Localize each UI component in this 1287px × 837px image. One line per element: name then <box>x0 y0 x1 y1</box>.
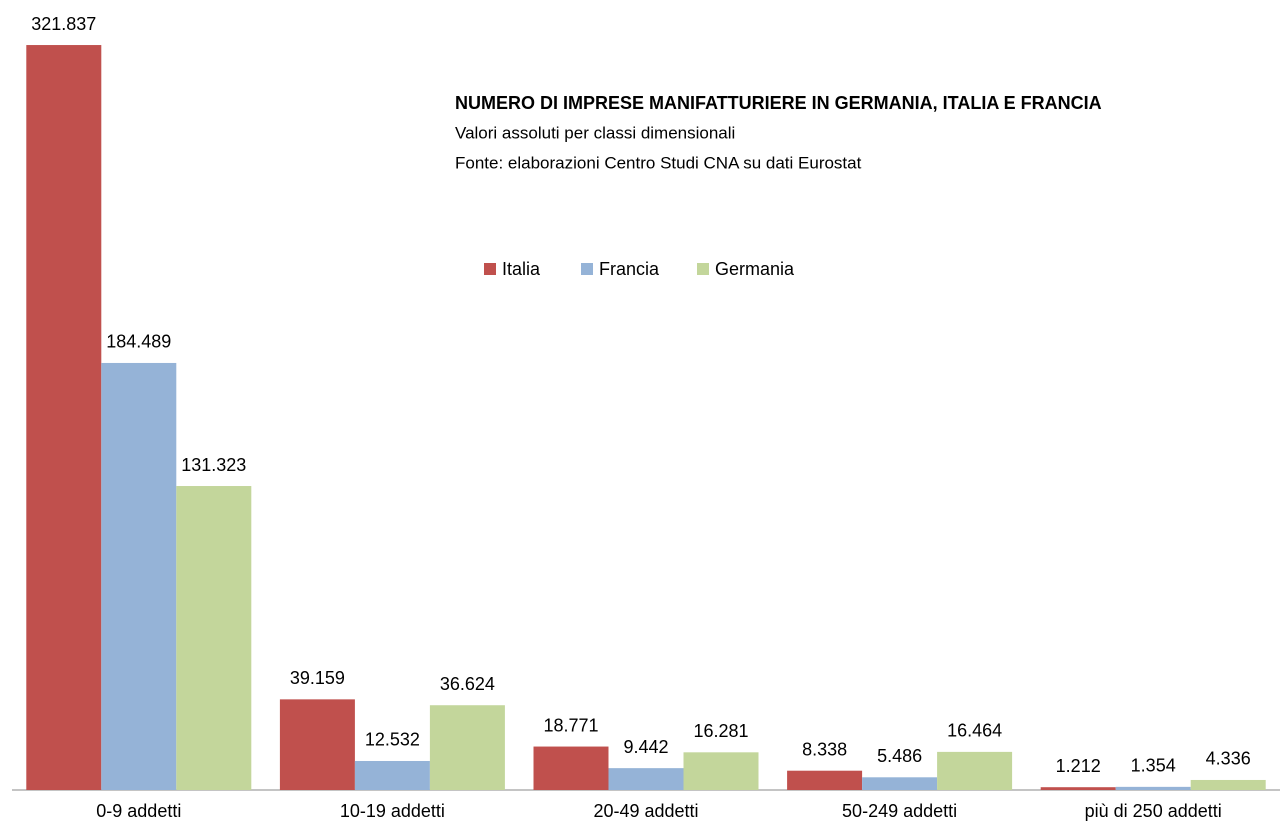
bar <box>26 45 102 791</box>
bar <box>176 486 252 790</box>
chart-source: Fonte: elaborazioni Centro Studi CNA su … <box>455 153 862 172</box>
legend-swatch <box>697 263 709 275</box>
value-label: 5.486 <box>877 746 922 766</box>
chart-title: NUMERO DI IMPRESE MANIFATTURIERE IN GERM… <box>455 93 1102 113</box>
value-label: 36.624 <box>440 674 495 694</box>
value-label: 1.354 <box>1131 756 1176 776</box>
value-label: 9.442 <box>623 737 668 757</box>
bar <box>279 699 355 790</box>
bar <box>354 760 430 790</box>
value-label: 16.464 <box>947 721 1002 741</box>
bar <box>608 768 684 790</box>
bar <box>101 362 177 790</box>
value-label: 8.338 <box>802 739 847 759</box>
legend-swatch <box>581 263 593 275</box>
value-label: 16.281 <box>693 721 748 741</box>
legend-label: Italia <box>502 259 541 279</box>
bar <box>533 746 609 790</box>
x-tick-label: 10-19 addetti <box>340 801 445 821</box>
value-label: 184.489 <box>106 332 171 352</box>
value-label: 4.336 <box>1206 749 1251 769</box>
value-label: 321.837 <box>31 14 96 34</box>
bar <box>862 777 938 790</box>
bar <box>787 770 863 790</box>
x-tick-label: 20-49 addetti <box>593 801 698 821</box>
bar <box>1190 779 1266 790</box>
value-label: 39.159 <box>290 668 345 688</box>
bar <box>937 751 1013 790</box>
bar <box>1115 786 1191 790</box>
value-label: 1.212 <box>1056 756 1101 776</box>
legend-swatch <box>484 263 496 275</box>
chart-subtitle: Valori assoluti per classi dimensionali <box>455 123 735 142</box>
legend-label: Germania <box>715 259 795 279</box>
x-tick-label: 0-9 addetti <box>96 801 181 821</box>
value-label: 18.771 <box>543 715 598 735</box>
bar <box>683 752 759 790</box>
x-tick-label: 50-249 addetti <box>842 801 957 821</box>
bar <box>429 705 505 790</box>
value-label: 12.532 <box>365 730 420 750</box>
x-tick-label: più di 250 addetti <box>1085 801 1222 821</box>
legend-label: Francia <box>599 259 660 279</box>
bar <box>1040 787 1116 790</box>
value-label: 131.323 <box>181 455 246 475</box>
